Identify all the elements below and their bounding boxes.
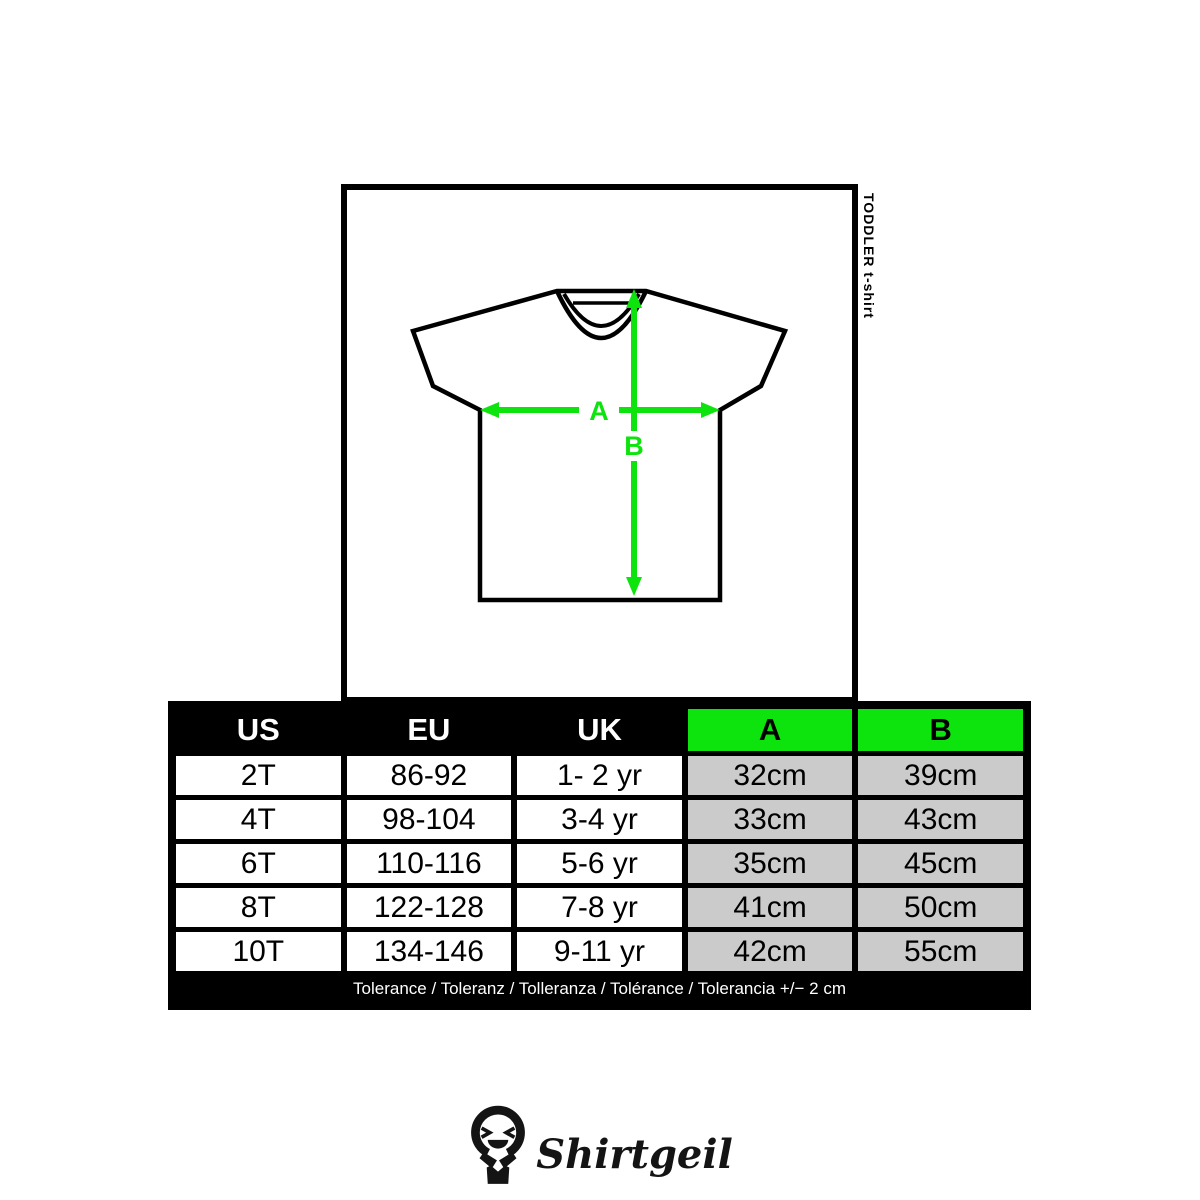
width-arrow-label: A bbox=[589, 396, 609, 426]
brand-logo: Shirtgeil bbox=[0, 1105, 1200, 1187]
column-header-uk: UK bbox=[517, 709, 682, 751]
tshirt-diagram: A B bbox=[410, 288, 789, 603]
size-cell-b: 45cm bbox=[858, 844, 1023, 883]
size-cell-b: 55cm bbox=[858, 932, 1023, 971]
length-arrow-label: B bbox=[624, 431, 644, 461]
size-cell-eu: 86-92 bbox=[346, 756, 512, 795]
size-cell-eu: 122-128 bbox=[346, 888, 512, 927]
brand-mascot-icon bbox=[471, 1105, 526, 1184]
size-cell-us: 10T bbox=[176, 932, 341, 971]
size-cell-a: 42cm bbox=[687, 932, 853, 971]
size-cell-eu: 98-104 bbox=[346, 800, 512, 839]
size-cell-a: 33cm bbox=[687, 800, 853, 839]
length-arrow bbox=[626, 289, 642, 596]
column-header-a: A bbox=[687, 709, 853, 751]
size-cell-us: 8T bbox=[176, 888, 341, 927]
size-cell-us: 4T bbox=[176, 800, 341, 839]
size-cell-uk: 1- 2 yr bbox=[517, 756, 682, 795]
column-header-eu: EU bbox=[346, 709, 512, 751]
size-cell-b: 43cm bbox=[858, 800, 1023, 839]
size-cell-us: 2T bbox=[176, 756, 341, 795]
size-cell-eu: 110-116 bbox=[346, 844, 512, 883]
tshirt-diagram-panel: A B bbox=[341, 184, 858, 703]
size-cell-uk: 3-4 yr bbox=[517, 800, 682, 839]
size-cell-uk: 9-11 yr bbox=[517, 932, 682, 971]
size-table: US EU UK A B 2T 86-92 1- 2 yr 32cm 39cm … bbox=[168, 701, 1031, 1010]
size-cell-us: 6T bbox=[176, 844, 341, 883]
size-cell-uk: 7-8 yr bbox=[517, 888, 682, 927]
size-cell-uk: 5-6 yr bbox=[517, 844, 682, 883]
column-header-b: B bbox=[858, 709, 1023, 751]
size-cell-b: 50cm bbox=[858, 888, 1023, 927]
size-cell-a: 35cm bbox=[687, 844, 853, 883]
size-cell-a: 32cm bbox=[687, 756, 853, 795]
size-cell-eu: 134-146 bbox=[346, 932, 512, 971]
tolerance-note: Tolerance / Toleranz / Tolleranza / Tolé… bbox=[176, 976, 1023, 1002]
size-cell-a: 41cm bbox=[687, 888, 853, 927]
brand-name: Shirtgeil bbox=[536, 1131, 733, 1178]
size-cell-b: 39cm bbox=[858, 756, 1023, 795]
column-header-us: US bbox=[176, 709, 341, 751]
garment-type-label: TODDLER t-shirt bbox=[861, 193, 877, 319]
